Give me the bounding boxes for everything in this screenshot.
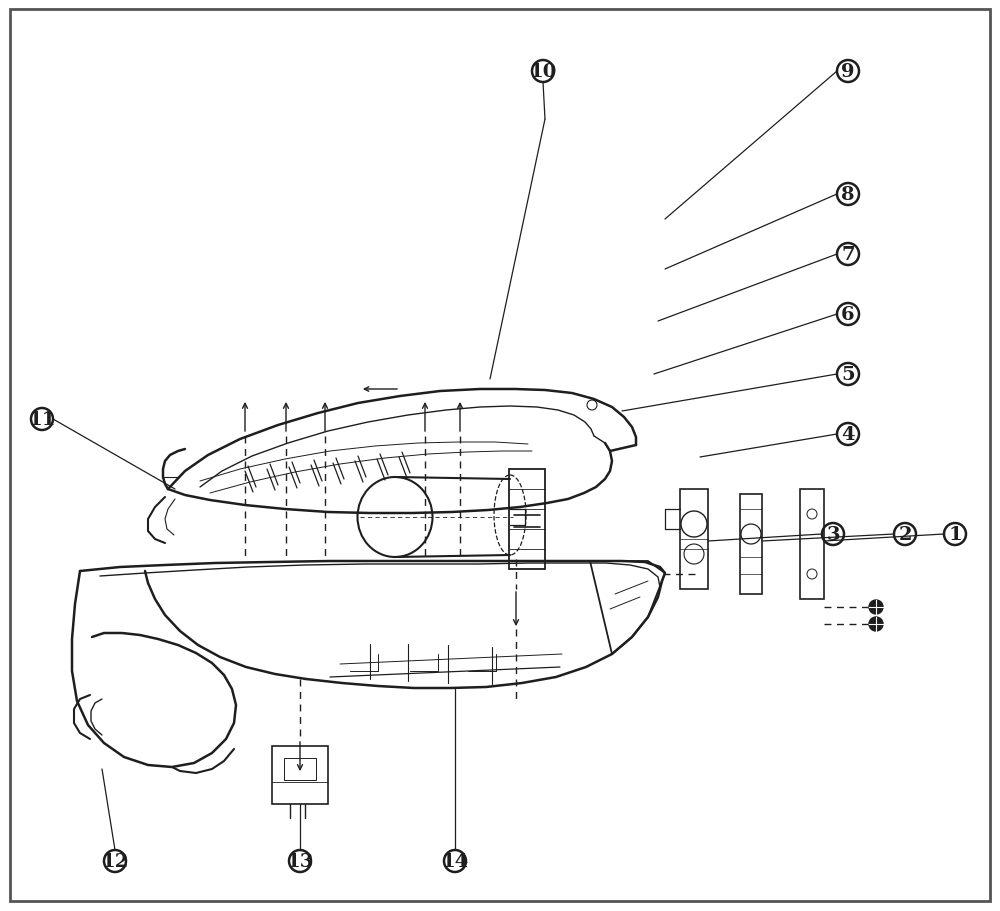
Text: 5: 5 bbox=[841, 365, 855, 384]
Text: 8: 8 bbox=[841, 186, 855, 204]
Text: 7: 7 bbox=[841, 246, 855, 263]
Text: 4: 4 bbox=[841, 425, 855, 444]
Text: 11: 11 bbox=[28, 411, 56, 428]
Circle shape bbox=[869, 618, 883, 631]
Circle shape bbox=[869, 600, 883, 614]
Text: 6: 6 bbox=[841, 306, 855, 323]
Text: 1: 1 bbox=[948, 526, 962, 543]
Text: 2: 2 bbox=[898, 526, 912, 543]
Text: 9: 9 bbox=[841, 63, 855, 81]
Text: 3: 3 bbox=[826, 526, 840, 543]
Text: 10: 10 bbox=[529, 63, 557, 81]
Text: 13: 13 bbox=[286, 852, 314, 870]
Text: 14: 14 bbox=[441, 852, 469, 870]
Text: 12: 12 bbox=[101, 852, 129, 870]
